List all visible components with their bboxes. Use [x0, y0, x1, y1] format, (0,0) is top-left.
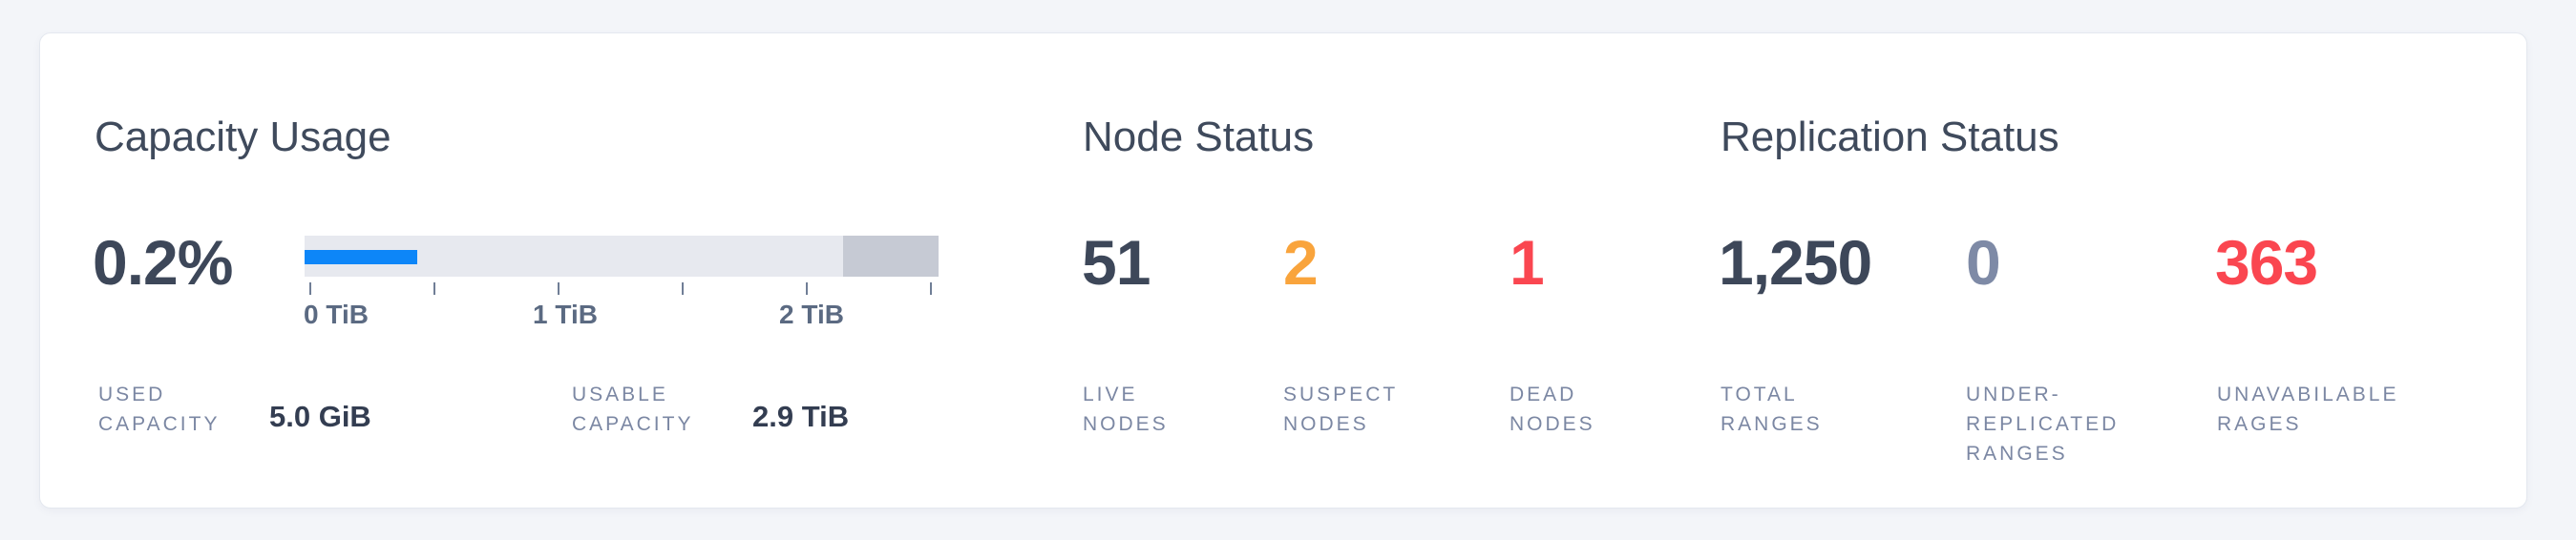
axis-tick [433, 282, 435, 295]
total-ranges-value: 1,250 [1719, 227, 1872, 298]
capacity-used-percent: 0.2% [93, 227, 233, 298]
used-capacity-value: 5.0 GiB [269, 400, 371, 433]
axis-label-1tib: 1 TiB [533, 300, 598, 329]
capacity-bar-reserved-segment [843, 236, 939, 277]
capacity-bar-chart [305, 236, 939, 277]
unavailable-ranges-label: UNAVABILABLE RAGES [2217, 384, 2399, 435]
suspect-nodes-label: SUSPECT NODES [1283, 384, 1399, 435]
total-ranges-label: TOTAL RANGES [1721, 384, 1823, 435]
capacity-bar-used-segment [305, 250, 417, 264]
unavailable-ranges-value: 363 [2215, 227, 2318, 298]
usable-capacity-label: USABLE CAPACITY [572, 384, 694, 435]
replication-status-title: Replication Status [1721, 114, 2059, 160]
capacity-usage-title: Capacity Usage [95, 114, 391, 160]
live-nodes-value: 51 [1082, 227, 1151, 298]
axis-tick [309, 282, 311, 295]
axis-tick [806, 282, 808, 295]
under-replicated-ranges-label: UNDER- REPLICATED RANGES [1966, 384, 2120, 465]
suspect-nodes-value: 2 [1283, 227, 1319, 298]
dead-nodes-value: 1 [1510, 227, 1545, 298]
live-nodes-label: LIVE NODES [1083, 384, 1169, 435]
under-replicated-ranges-value: 0 [1966, 227, 2001, 298]
axis-tick [682, 282, 684, 295]
axis-tick [930, 282, 932, 295]
used-capacity-label: USED CAPACITY [98, 384, 221, 435]
dead-nodes-label: DEAD NODES [1510, 384, 1595, 435]
usable-capacity-value: 2.9 TiB [752, 400, 850, 433]
axis-label-2tib: 2 TiB [779, 300, 844, 329]
node-status-title: Node Status [1083, 114, 1315, 160]
axis-tick [558, 282, 560, 295]
axis-label-0tib: 0 TiB [304, 300, 369, 329]
